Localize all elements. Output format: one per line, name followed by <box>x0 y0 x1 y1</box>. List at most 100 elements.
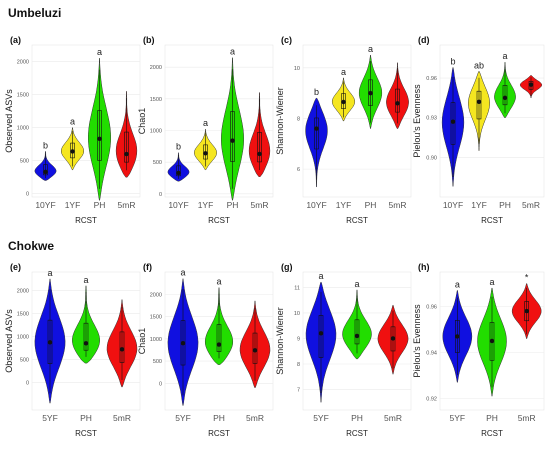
panel-label: (g) <box>281 262 293 272</box>
x-tick-label: 1YF <box>336 200 352 210</box>
y-tick-label: 2000 <box>150 65 162 71</box>
x-tick-label: 10YF <box>35 200 55 210</box>
median-point <box>314 126 319 131</box>
x-tick-label: 5mR <box>384 413 402 423</box>
panel-4: 0.90 0.93 0.96 (d) Pielou's Evenness RCST 10YF… <box>412 35 545 225</box>
y-axis-label: Chao1 <box>137 328 147 355</box>
y-tick-label: 500 <box>153 160 162 166</box>
x-axis-label: RCST <box>75 429 97 438</box>
x-tick-label: 10YF <box>443 200 463 210</box>
box <box>43 164 48 176</box>
box <box>119 331 125 363</box>
box <box>257 132 262 163</box>
x-tick-label: 5mR <box>389 200 407 210</box>
median-point <box>83 341 89 346</box>
box <box>176 165 181 177</box>
median-point <box>341 99 346 105</box>
median-point <box>502 95 508 101</box>
significance-label: a <box>230 47 235 57</box>
panel-label: (h) <box>418 262 430 272</box>
y-tick-label: 2000 <box>17 288 29 294</box>
x-tick-label: 1YF <box>471 200 487 210</box>
median-point <box>124 151 129 157</box>
significance-label: a <box>180 268 185 278</box>
box <box>395 88 400 113</box>
panel-6: 0 500 1000 1500 2000 (f) Chao1 RCST 5YF a PH a 5mR <box>137 262 274 438</box>
y-tick-label: 0 <box>159 381 162 387</box>
significance-label: a <box>455 279 460 289</box>
significance-label: b <box>450 56 455 66</box>
panel-1: 0 500 1000 1500 2000 (a) Observed ASVs RCST 10YF… <box>4 35 141 225</box>
x-tick-label: 5YF <box>175 413 191 423</box>
y-tick-label: 0.92 <box>426 397 437 403</box>
x-tick-label: 5YF <box>313 413 329 423</box>
x-tick-label: PH <box>213 413 225 423</box>
panel-label: (d) <box>418 35 430 45</box>
significance-label: b <box>314 87 319 97</box>
significance-label: a <box>489 277 494 287</box>
median-point <box>528 82 534 87</box>
median-point <box>176 170 181 176</box>
box <box>354 319 360 345</box>
y-tick-label: 0 <box>26 192 29 198</box>
x-axis-label: RCST <box>208 216 230 225</box>
y-tick-label: 8 <box>297 362 300 368</box>
median-point <box>395 101 400 106</box>
y-tick-label: 10 <box>294 311 300 317</box>
x-axis-label: RCST <box>346 216 368 225</box>
median-point <box>390 336 396 341</box>
y-tick-label: 1000 <box>150 337 162 343</box>
median-point <box>489 338 495 344</box>
significance-label: a <box>83 275 88 285</box>
y-tick-label: 8 <box>297 116 300 122</box>
y-tick-label: 11 <box>294 285 300 291</box>
y-tick-label: 7 <box>297 388 300 394</box>
y-tick-label: 0.96 <box>426 305 437 311</box>
significance-label: * <box>525 273 529 283</box>
y-tick-label: 6 <box>297 167 300 173</box>
panel-label: (f) <box>143 262 152 272</box>
y-tick-label: 2000 <box>17 60 29 66</box>
y-tick-label: 0.94 <box>426 351 437 357</box>
x-tick-label: 5mR <box>518 413 536 423</box>
y-axis-label: Pielou's Evenness <box>412 84 422 158</box>
significance-label: a <box>70 117 75 127</box>
significance-label: a <box>318 271 323 281</box>
y-tick-label: 0.96 <box>426 76 437 82</box>
section-title-chokwe: Chokwe <box>8 239 54 253</box>
significance-label: a <box>502 51 507 61</box>
y-tick-label: 500 <box>20 357 29 363</box>
panel-5: 0 500 1000 1500 2000 (e) Observed ASVs RCST 5YF a… <box>4 262 141 438</box>
box <box>502 85 508 106</box>
x-tick-label: 5mR <box>113 413 131 423</box>
y-tick-label: 1500 <box>17 93 29 99</box>
y-tick-label: 1500 <box>150 315 162 321</box>
median-point <box>318 331 324 336</box>
box <box>476 90 482 120</box>
y-axis-label: Pielou's Evenness <box>412 304 422 378</box>
significance-label: a <box>216 277 221 287</box>
x-tick-label: PH <box>227 200 239 210</box>
median-point <box>354 333 360 339</box>
x-tick-label: 5YF <box>42 413 58 423</box>
box <box>230 111 235 162</box>
panel-8: 0.92 0.94 0.96 (h) Pielou's Evenness RCST 5YF a… <box>412 262 545 438</box>
x-tick-label: PH <box>499 200 511 210</box>
significance-label: a <box>368 44 373 54</box>
y-axis-label: Observed ASVs <box>4 89 14 153</box>
y-axis-label: Shannon-Wiener <box>275 87 285 155</box>
median-point <box>252 348 258 353</box>
y-tick-label: 1000 <box>150 129 162 135</box>
y-tick-label: 2000 <box>150 292 162 298</box>
median-point <box>70 149 75 154</box>
y-tick-label: 0 <box>159 192 162 198</box>
panel-7: 7 8 9 10 11 (g) Shannon-Wiener RCST 5YF a PH a 5mR <box>275 262 412 438</box>
box <box>252 332 258 364</box>
median-point <box>368 90 373 96</box>
median-point <box>47 340 53 345</box>
significance-label: a <box>97 47 102 57</box>
x-axis-label: RCST <box>75 216 97 225</box>
x-axis-label: RCST <box>208 429 230 438</box>
box <box>450 102 456 145</box>
